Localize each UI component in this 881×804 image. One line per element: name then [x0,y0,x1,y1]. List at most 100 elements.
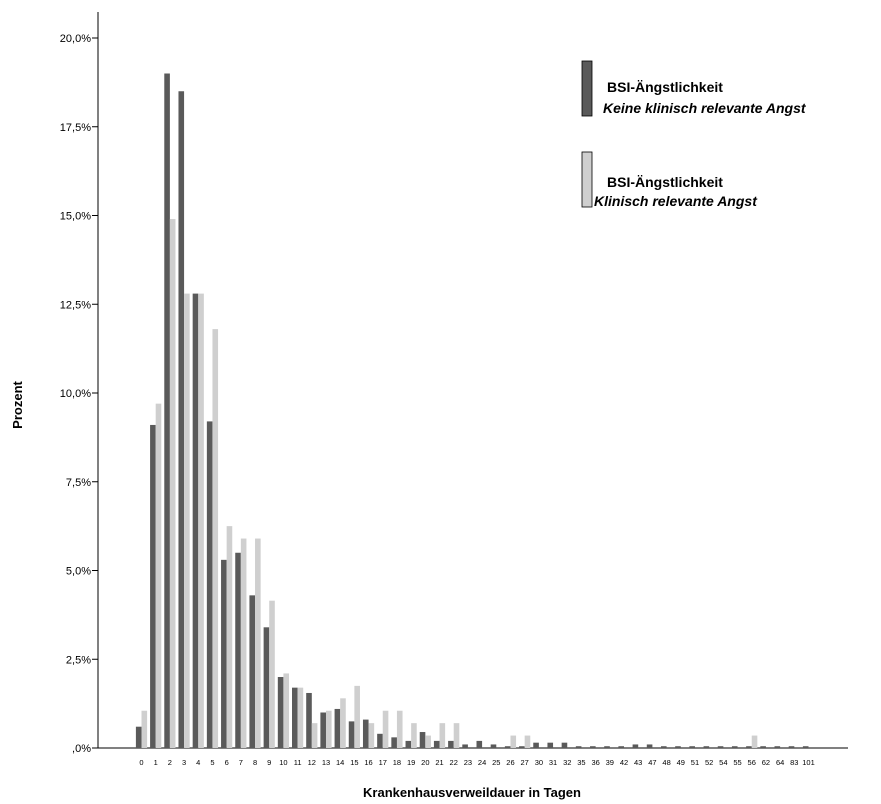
legend-subtitle-clinical-anxiety: Klinisch relevante Angst [594,193,758,209]
bar-no-anxiety [334,708,341,748]
x-tick-label: 52 [705,758,713,767]
bar-no-anxiety [277,677,284,748]
bar-no-anxiety [590,746,596,748]
x-tick-label: 55 [733,758,741,767]
bar-no-anxiety [675,746,681,748]
bar-no-anxiety [419,732,426,748]
bar-clinical-anxiety [751,735,758,748]
bar-clinical-anxiety [283,673,290,748]
bar-clinical-anxiety [169,219,176,749]
bar-clinical-anxiety [368,723,375,748]
x-tick-label: 24 [478,758,486,767]
bar-no-anxiety [235,552,241,748]
bar-no-anxiety [192,293,199,748]
bar-clinical-anxiety [255,538,261,748]
x-tick-label: 26 [506,758,514,767]
x-tick-label: 13 [322,758,330,767]
x-tick-label: 21 [435,758,443,767]
x-tick-label: 42 [620,758,628,767]
x-tick-label: 11 [294,758,302,767]
x-tick-label: 35 [577,758,585,767]
bar-no-anxiety [788,746,795,748]
bar-no-anxiety [646,744,653,748]
bar-no-anxiety [150,424,156,748]
bar-no-anxiety [533,742,539,748]
legend-title-clinical-anxiety: BSI-Ängstlichkeit [607,174,723,190]
bar-no-anxiety [405,740,412,748]
bar-no-anxiety [320,712,326,748]
x-tick-label: 10 [279,758,287,767]
y-axis-title: Prozent [10,380,25,428]
x-tick-label: 62 [762,758,770,767]
bar-no-anxiety [746,746,752,748]
x-tick-label: 101 [802,758,815,767]
x-tick-label: 83 [790,758,798,767]
legend-swatch-no-anxiety [581,60,593,117]
legend-swatch-clinical-anxiety [581,151,593,208]
x-tick-label: 6 [225,758,229,767]
x-tick-label: 43 [634,758,642,767]
bar-clinical-anxiety [297,687,304,748]
y-tick-label: 17,5% [60,122,91,134]
x-tick-label: 15 [350,758,358,767]
x-tick-label: 5 [210,758,214,767]
bar-no-anxiety [632,744,639,748]
bar-no-anxiety [221,559,227,748]
x-tick-label: 56 [748,758,756,767]
y-tick-label: 10,0% [60,388,91,400]
bar-clinical-anxiety [269,600,275,748]
bar-no-anxiety [618,746,625,748]
legend-subtitle-no-anxiety: Keine klinisch relevante Angst [603,100,807,116]
x-tick-label: 12 [308,758,316,767]
bar-no-anxiety [462,744,468,748]
bar-no-anxiety [731,746,738,748]
bar-clinical-anxiety [340,698,346,748]
bar-clinical-anxiety [354,685,360,748]
x-tick-label: 4 [196,758,200,767]
bar-clinical-anxiety [425,735,431,748]
bar-clinical-anxiety [198,293,204,748]
x-tick-label: 39 [606,758,614,767]
bar-no-anxiety [490,744,497,748]
bar-no-anxiety [547,742,554,748]
x-tick-label: 54 [719,758,727,767]
bar-clinical-anxiety [141,710,148,748]
bar-no-anxiety [433,740,440,748]
x-tick-label: 36 [591,758,599,767]
legend: BSI-Ängstlichkeit Keine klinisch relevan… [581,60,807,209]
bar-clinical-anxiety [155,403,162,748]
bar-clinical-anxiety [439,723,446,748]
bar-clinical-anxiety [396,710,403,748]
bar-clinical-anxiety [325,710,332,748]
bar-no-anxiety [206,421,213,748]
bar-no-anxiety [178,91,185,748]
bar-no-anxiety [164,73,170,748]
y-axis: ,0% 2,5% 5,0% 7,5% 10,0% 12,5% 15,0% 17,5% 20,0% [60,12,99,755]
bar-no-anxiety [561,742,568,748]
bar-no-anxiety [703,746,710,748]
x-tick-label: 25 [492,758,500,767]
bar-no-anxiety [263,627,270,748]
y-tick-label: ,0% [72,743,91,755]
x-tick-label: 2 [168,758,172,767]
bar-no-anxiety [689,746,695,748]
bar-no-anxiety [476,740,483,748]
bar-no-anxiety [391,737,397,748]
bar-no-anxiety [504,746,511,748]
y-tick-label: 7,5% [66,477,91,489]
bar-no-anxiety [774,746,781,748]
y-tick-label: 15,0% [60,211,91,223]
x-axis: 0 1 2 3 4 5 6 7 8 9 10 11 12 13 14 15 16 17 18 19 20 21 22 23 24… [98,747,848,767]
bars [135,73,809,749]
bar-clinical-anxiety [411,723,417,748]
x-tick-label: 51 [691,758,699,767]
bar-clinical-anxiety [226,526,233,748]
bar-clinical-anxiety [382,710,389,748]
x-tick-label: 22 [450,758,458,767]
bar-no-anxiety [519,746,525,748]
bar-no-anxiety [306,692,312,748]
x-tick-label: 9 [267,758,271,767]
x-tick-label: 7 [239,758,243,767]
x-tick-label: 14 [336,758,344,767]
